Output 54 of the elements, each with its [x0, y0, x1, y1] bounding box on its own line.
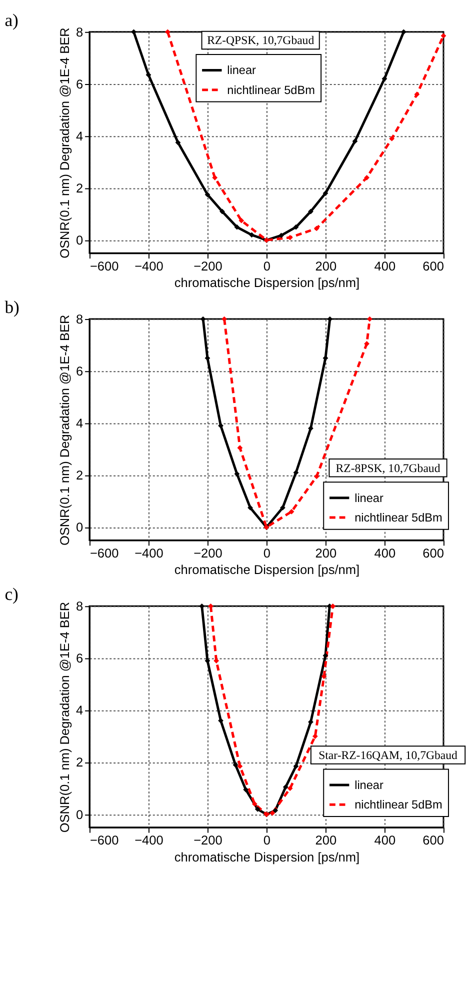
legend-label: nichtlinear 5dBm — [354, 511, 443, 524]
x-tick-label: 0 — [263, 545, 271, 560]
x-tick-label: 200 — [315, 258, 337, 274]
y-tick-label: 2 — [76, 180, 84, 196]
y-tick-label: 6 — [76, 76, 84, 92]
x-tick-label: −600 — [90, 832, 119, 848]
chart-title: c) — [4, 584, 19, 604]
x-tick-label: −400 — [134, 832, 164, 848]
y-tick-label: 4 — [76, 416, 84, 431]
y-tick-label: 0 — [76, 232, 84, 248]
x-tick-label: −400 — [134, 258, 164, 274]
chart-title: a) — [4, 10, 19, 30]
y-tick-label: 8 — [76, 311, 84, 326]
x-axis-title: chromatische Dispersion [ps/nm] — [174, 562, 360, 578]
y-tick-label: 8 — [76, 24, 84, 40]
x-tick-label: 600 — [422, 545, 444, 560]
legend-label: linear — [354, 778, 384, 792]
x-tick-label: 400 — [374, 832, 396, 848]
annotation: RZ-8PSK, 10,7Gbaud — [336, 460, 440, 475]
y-tick-label: 8 — [76, 598, 84, 614]
x-tick-label: 200 — [315, 832, 337, 848]
y-tick-label: 2 — [76, 468, 84, 483]
x-tick-label: −200 — [194, 832, 222, 848]
x-tick-label: 400 — [374, 258, 396, 274]
legend-label: nichtlinear 5dBm — [354, 798, 443, 812]
chart-title: b) — [4, 297, 20, 318]
x-tick-label: 600 — [422, 832, 444, 848]
x-tick-label: 200 — [315, 545, 337, 560]
x-axis-title: chromatische Dispersion [ps/nm] — [174, 849, 360, 864]
y-axis-title: OSNR(0.1 nm) Degradation @1E-4 BER — [57, 602, 72, 833]
y-axis-title: OSNR(0.1 nm) Degradation @1E-4 BER — [57, 28, 72, 258]
x-tick-label: 0 — [263, 258, 271, 274]
x-tick-label: 400 — [374, 545, 396, 560]
y-tick-label: 4 — [76, 702, 84, 718]
x-tick-label: −400 — [134, 545, 164, 560]
legend-label: linear — [227, 64, 256, 78]
y-tick-label: 6 — [76, 364, 84, 379]
x-tick-label: 600 — [422, 258, 444, 274]
x-tick-label: −200 — [194, 545, 222, 560]
y-tick-label: 2 — [76, 754, 84, 770]
y-tick-label: 6 — [76, 650, 84, 666]
legend-label: linear — [354, 492, 384, 505]
legend-label: nichtlinear 5dBm — [227, 84, 316, 97]
y-axis-title: OSNR(0.1 nm) Degradation @1E-4 BER — [57, 314, 72, 546]
x-axis-title: chromatische Dispersion [ps/nm] — [174, 275, 360, 290]
annotation: RZ-QPSK, 10,7Gbaud — [207, 33, 314, 48]
x-tick-label: −600 — [90, 258, 119, 274]
y-tick-label: 0 — [76, 806, 84, 822]
annotation: Star-RZ-16QAM, 10,7Gbaud — [318, 748, 458, 762]
y-tick-label: 0 — [76, 520, 84, 535]
x-tick-label: −600 — [90, 545, 119, 560]
y-tick-label: 4 — [76, 128, 84, 144]
x-tick-label: 0 — [263, 832, 271, 848]
x-tick-label: −200 — [194, 258, 222, 274]
